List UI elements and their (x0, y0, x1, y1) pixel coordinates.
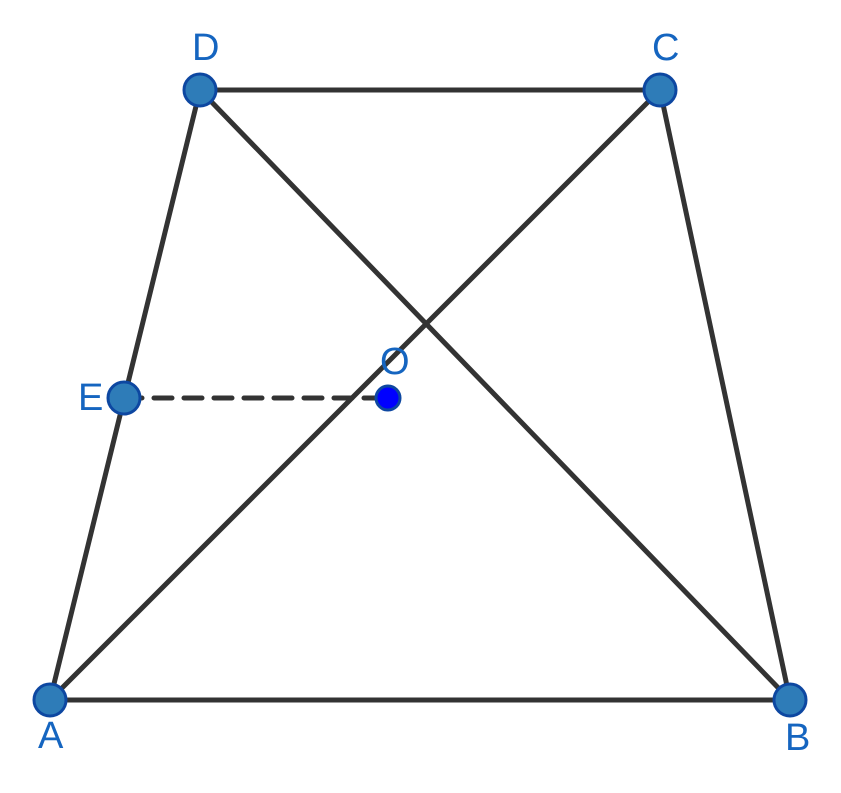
vertex-label-C: C (652, 27, 679, 69)
vertex-label-A: A (38, 715, 64, 757)
vertex-C (644, 74, 676, 106)
vertex-label-D: D (192, 27, 219, 69)
vertex-E (108, 382, 140, 414)
vertex-O (376, 386, 400, 410)
vertex-B (774, 684, 806, 716)
vertex-D (184, 74, 216, 106)
vertex-label-O: O (380, 341, 410, 383)
vertex-label-B: B (785, 717, 810, 759)
geometry-diagram: A B C D E O (0, 0, 841, 793)
vertex-label-E: E (78, 377, 103, 419)
vertex-A (34, 684, 66, 716)
